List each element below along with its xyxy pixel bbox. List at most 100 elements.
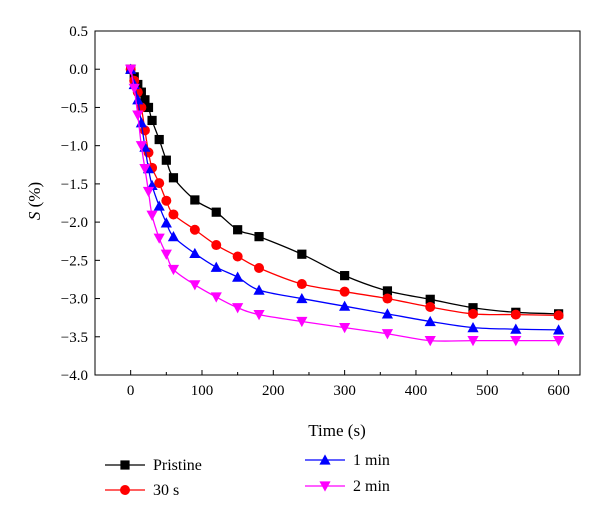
data-point	[161, 155, 171, 165]
legend-item: Pristine	[105, 457, 202, 474]
legend-label: 30 s	[153, 482, 179, 499]
data-point	[425, 294, 435, 304]
data-point	[143, 102, 154, 113]
x-tick-label: 600	[547, 383, 570, 399]
data-point	[160, 249, 172, 260]
series-layer	[125, 63, 565, 347]
legend-marker	[319, 481, 331, 492]
x-tick-label: 100	[191, 383, 214, 399]
legend-marker	[120, 485, 130, 495]
series-2-min	[125, 64, 565, 347]
data-point	[189, 247, 201, 259]
series-line	[130, 69, 559, 342]
data-point	[297, 249, 307, 259]
data-point	[233, 225, 243, 235]
data-point	[232, 303, 244, 314]
data-point	[424, 315, 436, 327]
y-tick-label: −3.0	[61, 292, 88, 308]
data-point	[232, 251, 243, 262]
legend-label: Pristine	[153, 457, 202, 474]
data-point	[382, 286, 393, 296]
data-point	[553, 324, 565, 335]
x-tick-label: 400	[405, 383, 428, 399]
x-tick-label: 300	[333, 383, 356, 399]
data-point	[510, 323, 522, 334]
data-point	[211, 240, 222, 251]
y-tick-label: −2.5	[61, 253, 88, 269]
data-point	[339, 300, 351, 311]
y-tick-label: −0.5	[61, 100, 88, 116]
y-axis-label-unit: (%)	[25, 182, 44, 212]
plot-frame	[94, 30, 581, 376]
x-axis: 0 100 200 300 400 500 600	[127, 370, 570, 399]
data-point	[125, 64, 137, 75]
data-point	[468, 303, 478, 313]
data-point	[510, 336, 522, 347]
legend-label: 2 min	[353, 478, 390, 495]
legend-marker	[120, 460, 130, 470]
data-point	[296, 316, 308, 328]
legend-item: 30 s	[105, 482, 179, 499]
data-point	[135, 141, 147, 152]
data-point	[254, 232, 264, 242]
data-point	[296, 279, 307, 290]
data-point	[142, 186, 155, 198]
data-point	[425, 301, 436, 312]
data-point	[339, 323, 351, 334]
data-point	[153, 200, 165, 211]
x-axis-label: Time (s)	[308, 421, 365, 440]
y-tick-label: −1.0	[61, 139, 88, 155]
data-point	[468, 308, 479, 319]
legend-item: 1 min	[305, 452, 390, 469]
data-point	[128, 83, 140, 94]
data-point	[553, 336, 565, 347]
y-tick-label: −3.5	[61, 330, 88, 346]
y-tick-label: 0.0	[69, 62, 88, 78]
x-tick-label: 500	[476, 383, 499, 399]
data-point	[168, 173, 179, 183]
data-point	[254, 262, 265, 273]
data-point	[467, 322, 479, 333]
legend: Pristine 30 s 1 min 2 min	[105, 452, 390, 499]
data-point	[168, 209, 179, 220]
legend-label: 1 min	[353, 452, 390, 469]
data-point	[167, 264, 180, 276]
y-tick-label: 0.5	[69, 24, 88, 40]
data-point	[190, 195, 200, 205]
plot-border	[94, 30, 581, 376]
y-axis-label: S (%)	[25, 182, 44, 220]
data-point	[210, 261, 222, 272]
data-point	[424, 336, 436, 347]
data-point	[154, 178, 165, 189]
data-point	[553, 310, 564, 321]
data-point	[153, 233, 165, 244]
data-point	[211, 207, 221, 217]
data-point	[146, 210, 158, 221]
data-point	[140, 95, 150, 105]
x-tick-label: 0	[127, 383, 135, 399]
data-point	[381, 308, 394, 319]
data-point	[253, 310, 265, 321]
data-point	[132, 110, 144, 121]
legend-marker	[319, 454, 331, 465]
data-point	[147, 115, 157, 126]
data-point	[161, 195, 172, 206]
data-point	[210, 292, 222, 303]
y-tick-label: −4.0	[61, 368, 88, 384]
data-point	[167, 231, 180, 242]
data-point	[139, 164, 151, 175]
y-tick-label: −2.0	[61, 215, 88, 231]
data-point	[160, 217, 172, 228]
series-1-min	[125, 63, 565, 335]
data-point	[189, 280, 201, 291]
data-point	[467, 336, 479, 347]
data-point	[339, 286, 350, 297]
legend-item: 2 min	[305, 478, 390, 495]
data-point	[253, 284, 265, 295]
data-point	[189, 224, 200, 235]
y-axis-label-symbol: S	[25, 211, 44, 220]
x-tick-label: 200	[262, 383, 285, 399]
y-axis: 0.5 0.0 −0.5 −1.0 −1.5 −2.0 −2.5 −3.0 −3.5 −4.0	[61, 24, 100, 384]
data-point	[132, 94, 144, 105]
